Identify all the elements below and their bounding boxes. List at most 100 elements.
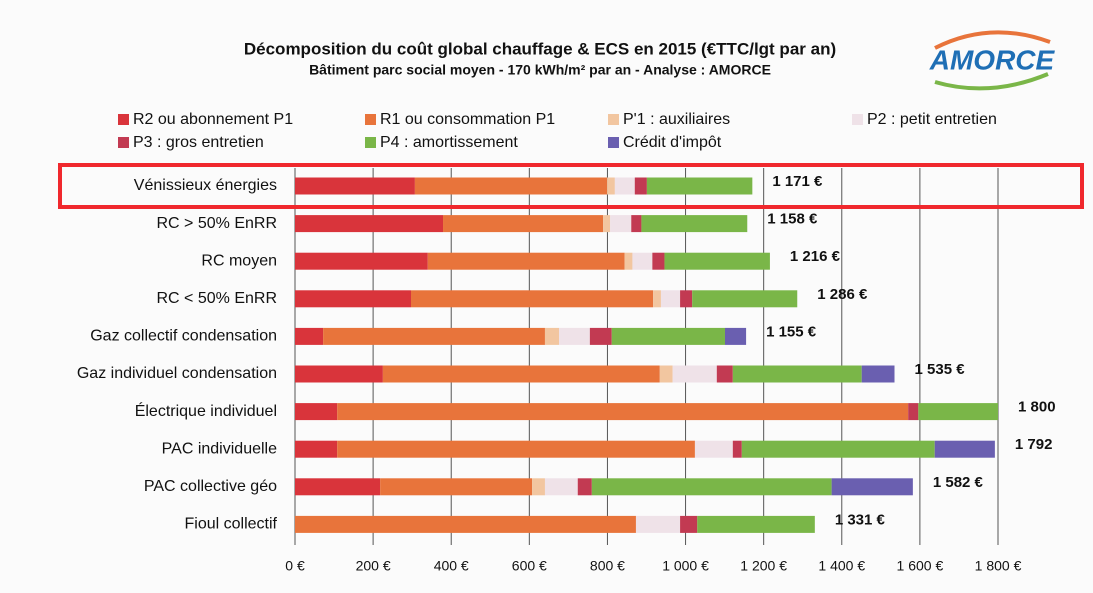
bar-segment (680, 515, 698, 533)
y-tick-label: Électrique individuel (135, 401, 277, 420)
x-tick-label: 400 € (434, 558, 469, 574)
y-tick-label: Vénissieux énergies (134, 177, 277, 194)
bar-segment (544, 478, 578, 496)
bar-segment (646, 177, 753, 195)
legend-label: Crédit d'impôt (623, 134, 722, 151)
legend-label: P2 : petit entretien (867, 111, 997, 128)
x-tick-label: 200 € (356, 558, 391, 574)
bar-segment (443, 215, 604, 233)
x-tick-label: 1 400 € (818, 558, 865, 574)
y-tick-label: RC < 50% EnRR (157, 290, 278, 307)
bar-segment (589, 327, 612, 345)
bar-segment (741, 440, 935, 458)
x-tick-label: 1 000 € (662, 558, 709, 574)
bar-segment (716, 365, 733, 383)
bar-segment (694, 440, 733, 458)
y-tick-label: Gaz individuel condensation (77, 365, 277, 382)
legend-label: R2 ou abonnement P1 (133, 111, 293, 128)
x-tick-label: 1 800 € (975, 558, 1022, 574)
total-label: 1 171 € (772, 173, 823, 190)
x-tick-label: 0 € (285, 558, 305, 574)
bar-segment (295, 215, 444, 233)
chart-title: Décomposition du coût global chauffage &… (244, 39, 836, 58)
bar-segment (634, 177, 647, 195)
total-label: 1 286 € (817, 286, 868, 303)
bar-segment (831, 478, 913, 496)
bar-segment (659, 365, 673, 383)
bar-segment (295, 252, 428, 270)
total-label: 1 582 € (933, 474, 984, 491)
bar-segment (934, 440, 995, 458)
bar-segment (918, 403, 998, 421)
bar-segment (323, 327, 545, 345)
bar-segment (610, 215, 632, 233)
bar-segment (337, 440, 695, 458)
y-tick-label: RC moyen (201, 252, 277, 269)
bar-segment (624, 252, 633, 270)
legend-label: P'1 : auxiliaires (623, 111, 730, 128)
legend-swatch (118, 137, 129, 148)
legend-swatch (608, 114, 619, 125)
y-tick-label: RC > 50% EnRR (157, 215, 278, 232)
x-tick-label: 1 200 € (740, 558, 787, 574)
bar-segment (652, 252, 665, 270)
legend-label: P3 : gros entretien (133, 134, 264, 151)
bar-segment (295, 515, 636, 533)
bar-segment (337, 403, 909, 421)
total-label: 1 158 € (767, 211, 818, 228)
total-label: 1 331 € (835, 511, 886, 528)
bar-segment (611, 327, 726, 345)
legend-swatch (365, 114, 376, 125)
bar-segment (382, 365, 660, 383)
bar-segment (544, 327, 560, 345)
y-tick-label: PAC collective géo (144, 478, 277, 495)
bar-segment (732, 365, 862, 383)
x-tick-label: 600 € (512, 558, 547, 574)
bar-segment (591, 478, 832, 496)
logo: AMORCE (929, 44, 1056, 75)
highlight-box (58, 163, 1084, 209)
legend-swatch (608, 137, 619, 148)
legend-swatch (365, 137, 376, 148)
bar-segment (635, 515, 681, 533)
bar-segment (908, 403, 919, 421)
total-label: 1 155 € (766, 323, 817, 340)
x-tick-label: 1 600 € (897, 558, 944, 574)
bar-segment (660, 290, 681, 308)
chart-subtitle: Bâtiment parc social moyen - 170 kWh/m² … (309, 62, 771, 78)
bar-segment (732, 440, 742, 458)
total-label: 1 216 € (790, 248, 841, 265)
bar-segment (664, 252, 770, 270)
y-tick-label: Fioul collectif (185, 516, 278, 533)
bar-segment (559, 327, 590, 345)
bar-segment (295, 478, 381, 496)
bar-segment (295, 290, 411, 308)
bar-segment (672, 365, 717, 383)
bar-segment (577, 478, 592, 496)
bar-segment (295, 177, 415, 195)
legend-label: P4 : amortissement (380, 134, 518, 151)
total-label: 1 535 € (915, 361, 966, 378)
bar-segment (295, 403, 338, 421)
logo-arc (934, 72, 1049, 91)
bar-segment (414, 177, 608, 195)
bar-segment (380, 478, 533, 496)
bar-segment (697, 515, 815, 533)
bar-segment (603, 215, 611, 233)
bar-segment (295, 440, 338, 458)
bar-segment (532, 478, 545, 496)
logo-arc (934, 30, 1051, 50)
bar-segment (631, 215, 642, 233)
total-label: 1 792 (1015, 436, 1053, 453)
bar-segment (410, 290, 654, 308)
bar-segment (725, 327, 747, 345)
bar-segment (607, 177, 615, 195)
bar-segment (680, 290, 693, 308)
bar-segment (641, 215, 748, 233)
y-tick-label: Gaz collectif condensation (90, 328, 277, 345)
bar-segment (692, 290, 798, 308)
bar-segment (861, 365, 895, 383)
bar-segment (295, 365, 383, 383)
bar-segment (427, 252, 625, 270)
